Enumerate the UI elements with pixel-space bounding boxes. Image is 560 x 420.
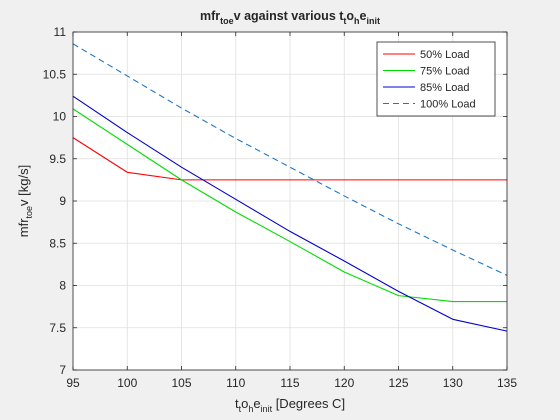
x-tick-label: 125 xyxy=(388,376,408,390)
x-tick-label: 135 xyxy=(497,376,517,390)
x-tick-label: 105 xyxy=(171,376,191,390)
y-tick-label: 8 xyxy=(59,279,66,293)
y-tick-label: 8.5 xyxy=(49,236,66,250)
y-tick-label: 10.5 xyxy=(43,67,67,81)
x-axis-label: ttoheinit [Degrees C] xyxy=(235,396,345,414)
y-tick-label: 11 xyxy=(54,25,67,39)
x-tick-label: 120 xyxy=(334,376,354,390)
y-axis-label: mfrtoev [kg/s] xyxy=(16,165,34,237)
x-axis: 95 100 105 110 115 120 125 130 135 xyxy=(66,32,517,390)
x-tick-label: 115 xyxy=(280,376,299,390)
chart-title: mfrtoev against various ttoheinit xyxy=(200,9,380,26)
legend-label: 75% Load xyxy=(420,66,470,78)
legend-label: 100% Load xyxy=(420,99,476,111)
legend-label: 50% Load xyxy=(420,49,470,61)
y-axis: 7 7.5 8 8.5 9 9.5 10 10.5 11 xyxy=(43,25,507,377)
y-tick-label: 9 xyxy=(59,194,66,208)
y-tick-label: 7 xyxy=(59,363,66,377)
y-tick-label: 9.5 xyxy=(49,152,66,166)
x-tick-label: 110 xyxy=(226,376,245,390)
legend-label: 85% Load xyxy=(420,82,470,94)
y-tick-label: 10 xyxy=(53,110,67,124)
series-line xyxy=(72,95,508,332)
y-tick-label: 7.5 xyxy=(49,321,66,335)
x-tick-label: 130 xyxy=(443,376,463,390)
x-tick-label: 95 xyxy=(66,376,80,390)
series-line xyxy=(72,137,507,181)
series-lines xyxy=(72,43,508,332)
legend: 50% Load 75% Load 85% Load 100% Load xyxy=(376,41,496,117)
x-tick-label: 100 xyxy=(117,376,137,390)
series-line xyxy=(72,108,507,303)
series-line xyxy=(72,43,508,276)
